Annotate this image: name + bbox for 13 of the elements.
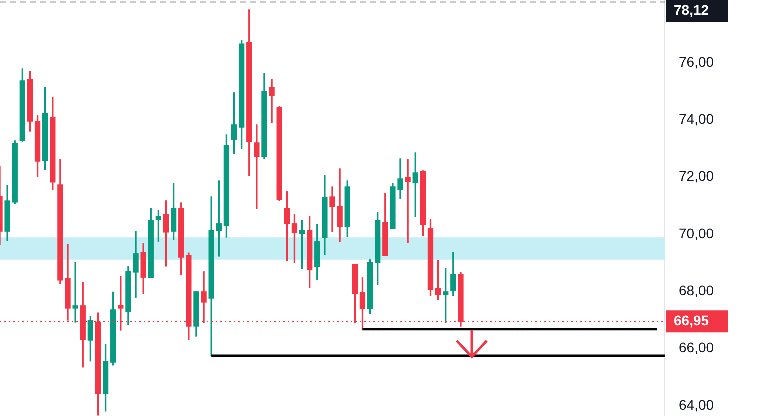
candlestick xyxy=(254,124,260,210)
y-tick-label: 76,00 xyxy=(679,54,714,70)
candlestick xyxy=(269,79,275,124)
y-tick-label: 66,00 xyxy=(679,340,714,356)
y-tick-label: 64,00 xyxy=(679,396,714,413)
ref-line-label: 66,95 xyxy=(674,312,710,329)
y-tick-label: 68,00 xyxy=(679,282,714,298)
ref-line-label: 78,12 xyxy=(674,2,710,18)
candlestick xyxy=(405,159,411,244)
y-tick-label: 74,00 xyxy=(679,110,714,127)
y-tick-label: 70,00 xyxy=(679,225,714,242)
y-tick-label: 72,00 xyxy=(679,168,714,184)
candlestick xyxy=(72,262,78,323)
